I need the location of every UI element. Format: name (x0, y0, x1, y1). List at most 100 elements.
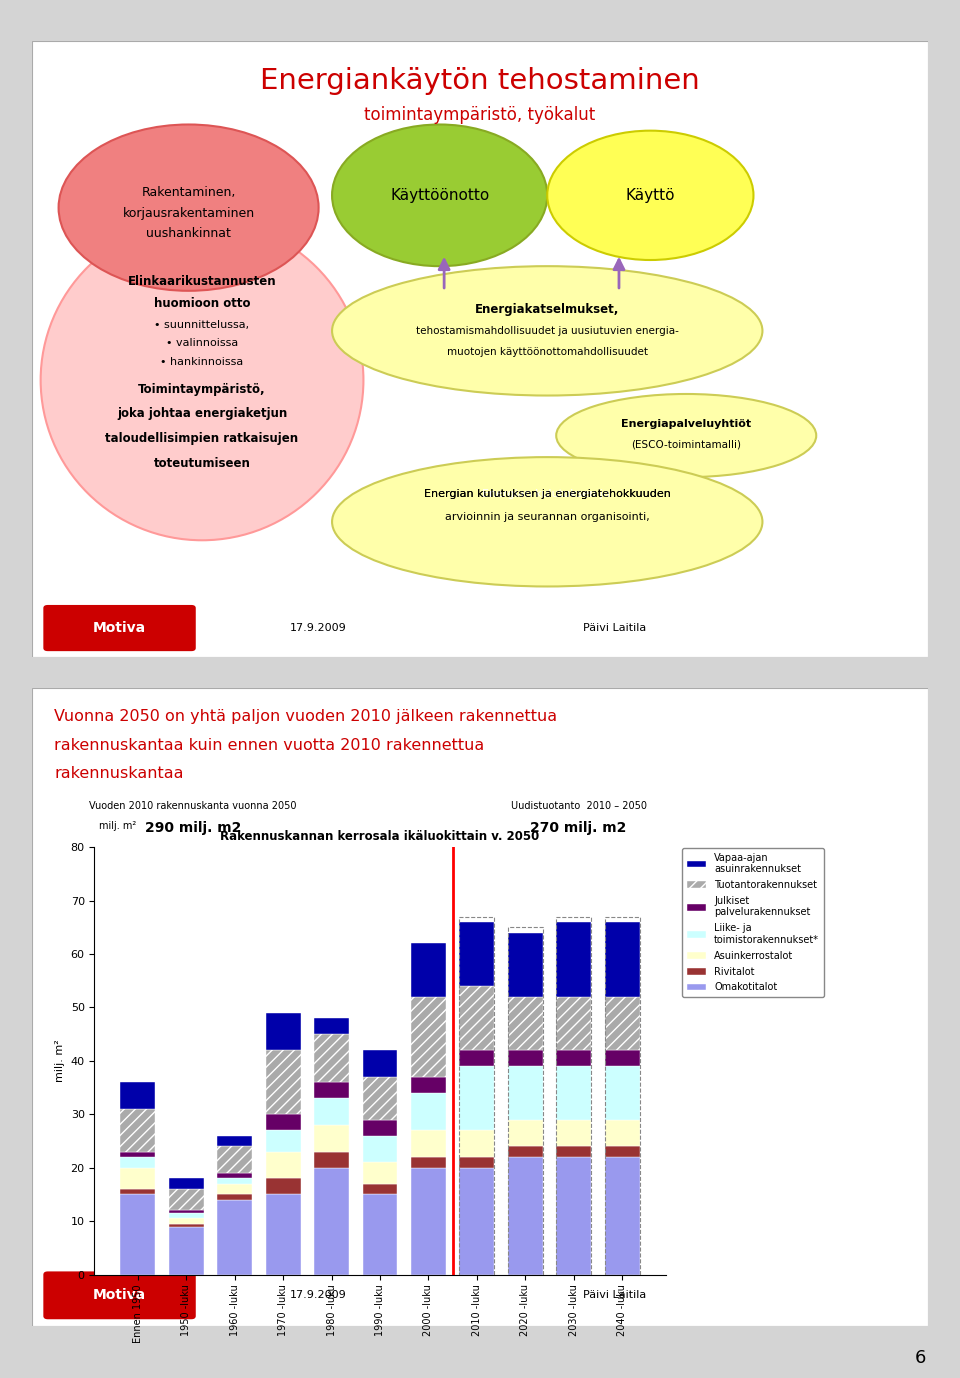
Ellipse shape (556, 394, 816, 477)
Text: Toimintaympäristö,: Toimintaympäristö, (138, 383, 266, 395)
Text: toimintaympäristö, työkalut: toimintaympäristö, työkalut (365, 106, 595, 124)
Bar (557, 1067, 591, 1120)
Text: Käyttö: Käyttö (626, 187, 675, 203)
Bar (266, 1195, 300, 1275)
Bar (557, 1146, 591, 1158)
Legend: Vapaa-ajan
asuinrakennukset, Tuotantorakennukset, Julkiset
palvelurakennukset, L: Vapaa-ajan asuinrakennukset, Tuotantorak… (682, 847, 824, 998)
Bar (460, 1167, 494, 1275)
Bar (411, 944, 446, 996)
Bar (314, 1034, 349, 1082)
Bar (314, 1167, 349, 1275)
Bar (266, 1152, 300, 1178)
Text: rakennuskantaa kuin ennen vuotta 2010 rakennettua: rakennuskantaa kuin ennen vuotta 2010 ra… (54, 737, 485, 752)
Bar (411, 1158, 446, 1167)
Bar (363, 1076, 397, 1120)
Text: tehostamismahdollisuudet ja uusiutuvien energia-: tehostamismahdollisuudet ja uusiutuvien … (416, 325, 679, 336)
Text: Vuonna 2050 on yhtä paljon vuoden 2010 jälkeen rakennettua: Vuonna 2050 on yhtä paljon vuoden 2010 j… (54, 708, 557, 723)
Bar (557, 1120, 591, 1146)
Bar (460, 1050, 494, 1067)
Bar (411, 996, 446, 1076)
Y-axis label: milj. m²: milj. m² (55, 1039, 65, 1082)
Text: Motiva: Motiva (93, 621, 146, 635)
Text: Energiakatselmukset,: Energiakatselmukset, (475, 303, 619, 316)
Text: Päivi Laitila: Päivi Laitila (583, 1290, 646, 1301)
Bar (217, 1195, 252, 1200)
Title: Rakennuskannan kerrosala ikäluokittain v. 2050: Rakennuskannan kerrosala ikäluokittain v… (221, 830, 540, 843)
Text: • hankinnoissa: • hankinnoissa (160, 357, 244, 367)
Text: Elinkaarikustannusten: Elinkaarikustannusten (128, 276, 276, 288)
Bar (363, 1050, 397, 1076)
Bar (169, 1210, 204, 1213)
Bar (314, 1098, 349, 1124)
Text: Energian kulutuksen ja energiatehokkuuden: Energian kulutuksen ja energiatehokkuude… (423, 489, 671, 499)
Bar (508, 933, 542, 996)
Bar (460, 1158, 494, 1167)
Bar (605, 1067, 639, 1120)
Text: (ESCO-toimintamalli): (ESCO-toimintamalli) (632, 440, 741, 449)
Text: korjausrakentaminen: korjausrakentaminen (123, 207, 254, 220)
Bar (169, 1224, 204, 1226)
Bar (508, 1050, 542, 1067)
Text: • suunnittelussa,: • suunnittelussa, (155, 320, 250, 329)
Bar (266, 1115, 300, 1130)
Bar (120, 1195, 156, 1275)
Text: Uudistuotanto  2010 – 2050: Uudistuotanto 2010 – 2050 (511, 801, 647, 810)
Text: Käyttöönotto: Käyttöönotto (390, 187, 490, 203)
Bar (169, 1226, 204, 1275)
Text: Energian kulutuksen ja: Energian kulutuksen ja (482, 489, 612, 499)
Bar (169, 1213, 204, 1218)
Bar (508, 1067, 542, 1120)
Bar (169, 1178, 204, 1189)
FancyBboxPatch shape (43, 1272, 196, 1319)
Bar (266, 1013, 300, 1050)
Text: 17.9.2009: 17.9.2009 (290, 1290, 347, 1301)
Bar (605, 1050, 639, 1067)
Bar (120, 1158, 156, 1167)
Bar (605, 996, 639, 1050)
FancyBboxPatch shape (43, 605, 196, 652)
Bar (314, 1082, 349, 1098)
Bar (217, 1173, 252, 1178)
Text: taloudellisimpien ratkaisujen: taloudellisimpien ratkaisujen (106, 433, 299, 445)
Text: uushankinnat: uushankinnat (146, 227, 231, 240)
Text: Motiva: Motiva (93, 1288, 146, 1302)
Bar (460, 916, 494, 1275)
Bar (411, 1093, 446, 1130)
FancyBboxPatch shape (32, 688, 928, 1326)
Text: toteutumiseen: toteutumiseen (154, 456, 251, 470)
Ellipse shape (332, 266, 762, 395)
Bar (605, 1146, 639, 1158)
Bar (411, 1167, 446, 1275)
Bar (314, 1152, 349, 1167)
Bar (217, 1146, 252, 1173)
Text: Energiapalveluyhtiöt: Energiapalveluyhtiöt (621, 419, 752, 430)
Text: • valinnoissa: • valinnoissa (166, 338, 238, 349)
Text: rakennuskantaa: rakennuskantaa (54, 766, 183, 781)
Bar (169, 1189, 204, 1210)
Ellipse shape (40, 220, 364, 540)
Bar (508, 927, 542, 1275)
Bar (411, 1076, 446, 1093)
Ellipse shape (59, 124, 319, 291)
Bar (120, 1152, 156, 1158)
Bar (460, 987, 494, 1050)
Bar (363, 1120, 397, 1135)
Bar (363, 1195, 397, 1275)
Text: Energiankäytön tehostaminen: Energiankäytön tehostaminen (260, 68, 700, 95)
Bar (557, 1158, 591, 1275)
Bar (266, 1130, 300, 1152)
Bar (508, 1146, 542, 1158)
Bar (314, 1018, 349, 1034)
Bar (605, 922, 639, 996)
Bar (217, 1135, 252, 1146)
Bar (605, 916, 639, 1275)
Bar (557, 996, 591, 1050)
Bar (217, 1184, 252, 1195)
Text: Energian kulutuksen ja energiatehokkuuden: Energian kulutuksen ja energiatehokkuude… (423, 489, 671, 499)
Text: joka johtaa energiaketjun: joka johtaa energiaketjun (117, 408, 287, 420)
Text: 6: 6 (915, 1349, 926, 1367)
Bar (363, 1163, 397, 1184)
Bar (314, 1124, 349, 1152)
Text: Päivi Laitila: Päivi Laitila (583, 623, 646, 633)
Text: 270 milj. m2: 270 milj. m2 (531, 821, 627, 835)
